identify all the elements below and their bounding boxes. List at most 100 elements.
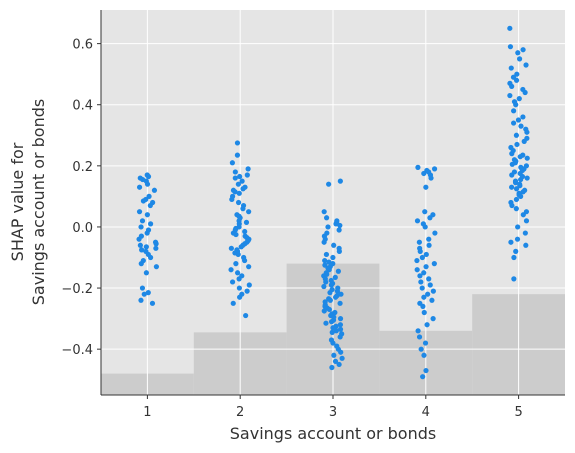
data-point-4-26 xyxy=(421,270,427,276)
data-point-4-23 xyxy=(431,261,437,267)
data-point-2-54 xyxy=(229,279,236,285)
data-point-3-65 xyxy=(333,328,339,334)
data-point-2-30 xyxy=(242,228,248,235)
data-point-2-40 xyxy=(238,244,244,250)
data-point-5-73 xyxy=(511,254,517,261)
x-axis-title: Savings account or bonds xyxy=(230,424,436,443)
data-point-4-31 xyxy=(419,285,425,291)
data-point-4-35 xyxy=(429,297,435,303)
data-point-3-52 xyxy=(321,308,327,314)
data-point-3-8 xyxy=(325,224,331,230)
data-point-1-25 xyxy=(143,244,149,250)
data-point-4-45 xyxy=(421,352,427,358)
data-point-5-9 xyxy=(513,77,520,83)
data-point-2-4 xyxy=(232,169,238,175)
data-point-1-17 xyxy=(138,224,144,230)
x-tick-label-2: 2 xyxy=(236,405,244,420)
data-point-2-2 xyxy=(229,160,235,166)
data-point-5-7 xyxy=(514,71,520,77)
data-point-4-1 xyxy=(431,166,438,172)
data-point-5-68 xyxy=(522,230,528,236)
data-point-3-36 xyxy=(321,283,327,290)
data-point-2-1 xyxy=(234,152,241,158)
data-point-4-19 xyxy=(417,248,423,254)
y-axis-title-line-2: Savings account or bonds xyxy=(29,99,48,305)
data-point-3-13 xyxy=(321,239,327,245)
data-point-5-20 xyxy=(515,117,522,123)
data-point-3-35 xyxy=(328,282,335,288)
data-point-3-68 xyxy=(337,334,343,340)
data-point-2-0 xyxy=(234,140,241,146)
data-point-3-30 xyxy=(332,274,338,280)
data-point-3-66 xyxy=(329,329,335,335)
data-point-3-7 xyxy=(337,222,343,229)
data-point-3-73 xyxy=(338,349,344,355)
data-point-5-18 xyxy=(511,108,517,114)
data-point-2-60 xyxy=(230,300,236,306)
data-point-1-27 xyxy=(139,247,145,253)
data-point-4-43 xyxy=(422,340,429,346)
data-point-5-66 xyxy=(523,218,530,224)
data-point-5-19 xyxy=(520,114,526,120)
data-point-4-20 xyxy=(423,251,429,258)
data-point-1-16 xyxy=(147,221,154,227)
points-layer xyxy=(136,25,530,380)
data-point-2-8 xyxy=(239,178,245,184)
data-point-3-3 xyxy=(323,215,330,221)
data-point-3-2 xyxy=(321,209,327,215)
data-point-3-61 xyxy=(337,322,344,328)
data-point-4-0 xyxy=(415,164,421,170)
data-point-1-24 xyxy=(137,242,143,248)
data-point-5-38 xyxy=(509,161,515,167)
data-point-5-70 xyxy=(508,239,514,245)
data-point-3-1 xyxy=(326,181,332,187)
data-point-4-39 xyxy=(430,316,436,322)
x-tick-label-3: 3 xyxy=(329,405,337,420)
data-point-4-8 xyxy=(422,209,428,215)
data-point-3-14 xyxy=(331,242,337,248)
data-point-4-30 xyxy=(427,282,433,288)
data-point-2-55 xyxy=(246,282,252,288)
x-tick-label-4: 4 xyxy=(422,405,430,420)
data-point-3-75 xyxy=(339,355,345,361)
data-point-5-17 xyxy=(513,102,519,108)
data-point-3-59 xyxy=(328,319,335,325)
data-point-1-34 xyxy=(143,270,149,276)
data-point-2-49 xyxy=(246,264,252,270)
data-point-4-28 xyxy=(426,276,432,282)
y-tick-label-4: 0.4 xyxy=(72,99,93,114)
data-point-4-34 xyxy=(421,294,427,300)
data-point-1-6 xyxy=(136,184,143,190)
data-point-1-10 xyxy=(140,198,146,204)
data-point-5-62 xyxy=(509,202,515,209)
data-point-2-3 xyxy=(245,166,251,172)
data-point-5-52 xyxy=(517,183,523,189)
data-point-5-59 xyxy=(518,193,524,199)
data-point-3-33 xyxy=(323,279,329,285)
data-point-2-20 xyxy=(246,209,252,215)
data-point-4-24 xyxy=(423,264,429,270)
data-point-1-19 xyxy=(144,230,150,236)
data-point-5-34 xyxy=(524,155,530,161)
data-point-4-6 xyxy=(428,175,434,181)
data-point-3-78 xyxy=(329,364,335,371)
data-point-3-26 xyxy=(335,268,341,274)
data-point-3-16 xyxy=(336,248,342,254)
data-point-1-30 xyxy=(147,254,154,261)
data-point-2-32 xyxy=(233,231,239,238)
data-point-3-70 xyxy=(330,340,336,346)
data-point-5-56 xyxy=(520,189,526,195)
data-point-4-37 xyxy=(420,303,426,309)
data-point-2-19 xyxy=(240,206,246,212)
data-point-5-69 xyxy=(514,236,521,242)
data-point-1-39 xyxy=(149,300,156,306)
data-point-2-50 xyxy=(228,267,234,273)
x-tick-label-1: 1 xyxy=(143,405,151,420)
data-point-1-21 xyxy=(136,236,142,242)
data-point-5-1 xyxy=(507,44,514,50)
data-point-4-15 xyxy=(426,236,432,242)
data-point-2-9 xyxy=(235,181,241,187)
data-point-5-28 xyxy=(514,141,520,148)
data-point-3-43 xyxy=(332,294,339,300)
data-point-5-24 xyxy=(524,129,530,135)
